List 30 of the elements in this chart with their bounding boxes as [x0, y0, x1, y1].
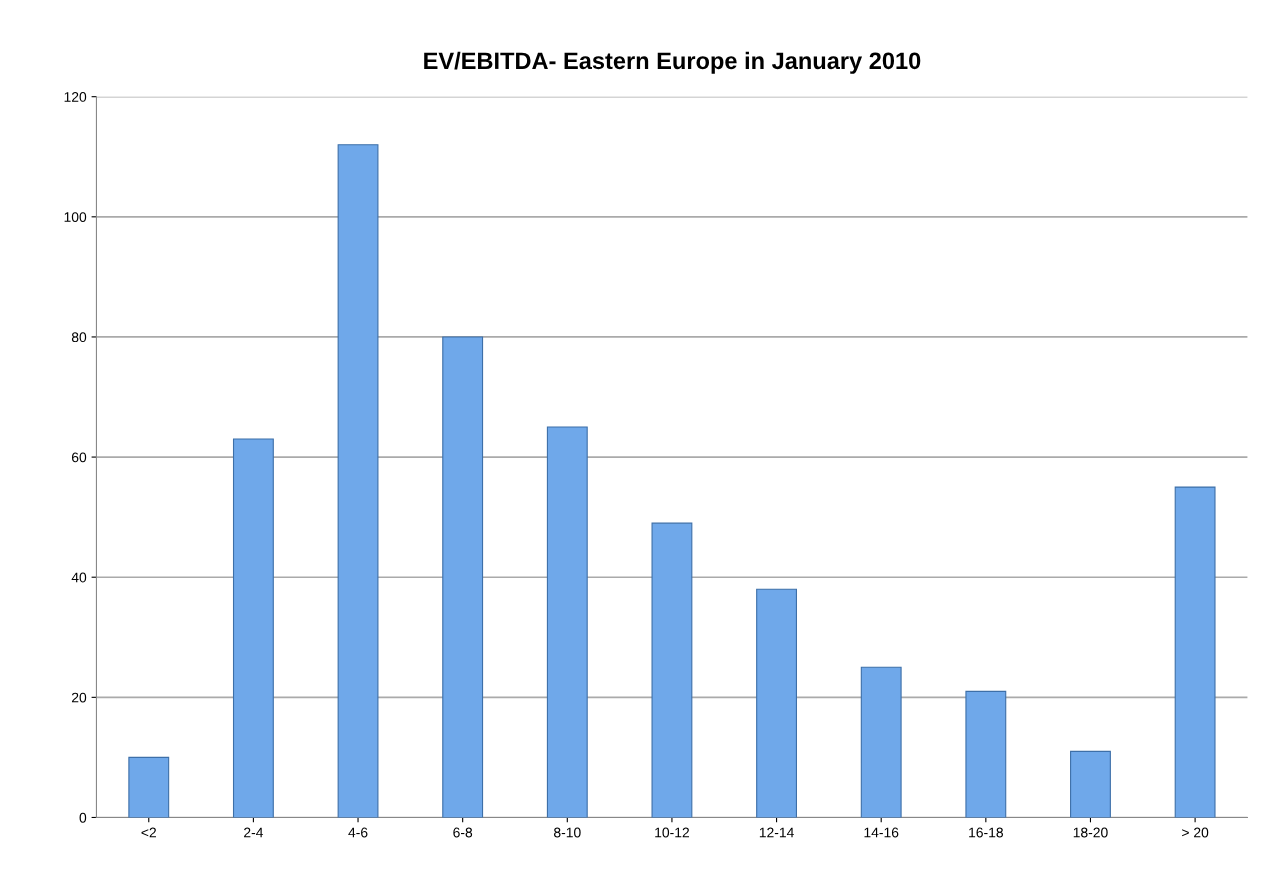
x-tick-label: 18-20 [1073, 827, 1108, 838]
bar [860, 666, 902, 818]
x-tick-label: 14-16 [864, 827, 899, 838]
x-tick-label: 2-4 [244, 827, 264, 838]
x-tick-label: 6-8 [453, 827, 473, 838]
bar [651, 522, 693, 818]
bar [756, 588, 798, 818]
bar [442, 336, 484, 818]
y-tick-label: 0 [79, 812, 87, 823]
x-tick-label: 10-12 [655, 827, 689, 838]
x-tick-label: <2 [141, 827, 156, 838]
bar [546, 426, 588, 818]
y-tick-label: 40 [71, 572, 87, 583]
bar [965, 690, 1007, 818]
y-tick-label: 60 [71, 452, 87, 463]
y-tick-label: 20 [71, 692, 87, 703]
chart-title: EV/EBITDA- Eastern Europe in January 2010 [424, 51, 921, 74]
y-tick-label: 120 [64, 92, 87, 102]
bar [128, 756, 170, 818]
bar [232, 438, 274, 818]
x-tick-label: 12-14 [759, 827, 794, 838]
y-tick-label: 80 [71, 332, 87, 343]
x-tick-label: 4-6 [348, 827, 368, 838]
x-tick-label: 16-18 [969, 827, 1003, 838]
bar [337, 144, 379, 818]
bar [1174, 486, 1216, 818]
y-tick-label: 100 [64, 212, 87, 222]
x-tick-label: > 20 [1182, 827, 1209, 838]
bar [1070, 750, 1111, 818]
x-tick-label: 8-10 [554, 827, 581, 838]
